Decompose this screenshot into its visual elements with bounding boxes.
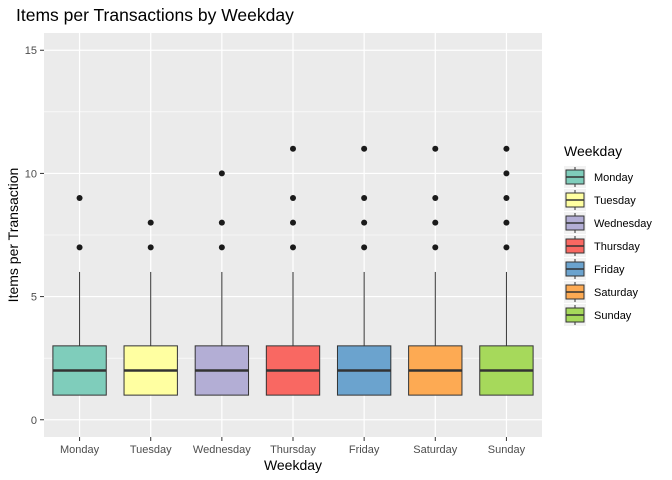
outlier-point [218,244,225,251]
chart-title: Items per Transactions by Weekday [16,5,294,25]
box-group-sunday [479,145,534,396]
outlier-point [503,219,510,226]
legend: Weekday Monday Tuesday Wednesday Thursday Fr… [564,143,652,326]
outlier-point [290,219,296,226]
legend-item-sunday: Sunday [564,304,632,326]
x-axis: Monday Tuesday Wednesday Thursday Friday Satu… [60,437,526,456]
outlier-point [503,195,510,202]
legend-label: Sunday [594,310,632,322]
legend-label: Friday [594,264,625,276]
y-tick-label: 10 [25,168,37,180]
boxes [52,145,534,396]
outlier-point [503,170,510,177]
y-axis: 0 5 10 15 [25,45,44,427]
legend-item-saturday: Saturday [564,281,639,303]
legend-label: Tuesday [594,195,636,207]
x-tick-label: Wednesday [193,444,251,456]
x-tick-label: Thursday [270,444,316,456]
outlier-point [503,145,510,152]
x-tick-label: Saturday [413,444,458,456]
box-group-thursday [265,145,321,396]
box-group-tuesday [123,219,178,396]
legend-label: Wednesday [594,218,652,230]
outlier-point [361,219,368,226]
legend-item-friday: Friday [564,258,625,280]
legend-item-monday: Monday [564,166,634,188]
outlier-point [76,195,83,202]
outlier-point [218,219,225,226]
outlier-point [147,244,154,251]
legend-item-tuesday: Tuesday [564,189,636,211]
x-tick-label: Tuesday [130,444,172,456]
outlier-point [218,170,225,177]
box-group-saturday [408,145,463,396]
y-axis-label: Items per Transaction [5,168,21,303]
legend-label: Saturday [594,287,639,299]
x-axis-label: Weekday [264,457,322,473]
outlier-point [361,195,368,202]
legend-item-thursday: Thursday [564,235,640,257]
outlier-point [290,145,296,152]
outlier-point [76,244,83,251]
outlier-point [503,244,510,251]
x-tick-label: Sunday [488,444,526,456]
outlier-point [432,195,439,202]
outlier-point [432,219,439,226]
y-tick-label: 15 [25,45,37,57]
outlier-point [361,145,368,152]
outlier-point [147,219,154,226]
outlier-point [290,195,296,202]
legend-label: Thursday [594,241,640,253]
outlier-point [432,145,439,152]
legend-title: Weekday [564,143,622,159]
outlier-point [361,244,368,251]
box-group-wednesday [194,170,250,396]
x-tick-label: Friday [349,444,380,456]
x-tick-label: Monday [60,444,100,456]
outlier-point [290,244,296,251]
y-tick-label: 0 [31,415,37,427]
outlier-point [432,244,439,251]
legend-item-wednesday: Wednesday [564,212,652,234]
y-tick-label: 5 [31,292,37,304]
box-group-monday [52,195,107,396]
box-group-friday [336,145,392,396]
legend-label: Monday [594,172,634,184]
